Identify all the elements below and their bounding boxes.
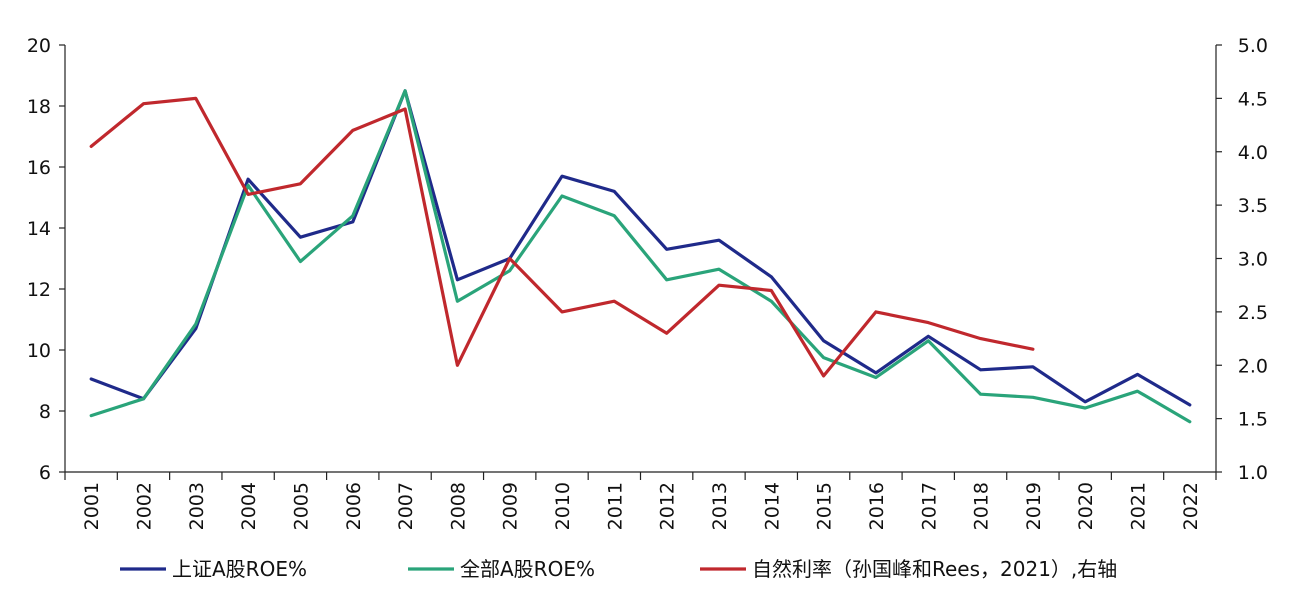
left-tick-label: 18 <box>27 96 51 118</box>
right-tick-label: 5.0 <box>1238 35 1268 57</box>
right-tick-label: 3.5 <box>1238 195 1268 217</box>
x-tick-label: 2016 <box>866 482 888 530</box>
legend: 上证A股ROE% 全部A股ROE% 自然利率（孙国峰和Rees，2021）,右轴 <box>120 557 1117 581</box>
x-tick-label: 2011 <box>604 482 626 530</box>
x-tick-label: 2021 <box>1128 482 1150 530</box>
right-tick-label: 4.0 <box>1238 142 1268 164</box>
x-tick-label: 2022 <box>1180 482 1202 530</box>
x-tick-label: 2001 <box>81 482 103 530</box>
x-tick-label: 2009 <box>500 482 522 530</box>
left-tick-label: 12 <box>27 279 51 301</box>
x-tick-label: 2012 <box>657 482 679 530</box>
legend-label: 自然利率（孙国峰和Rees，2021）,右轴 <box>752 557 1117 581</box>
series-line-3 <box>89 96 1035 378</box>
x-tick-label: 2019 <box>1023 482 1045 530</box>
x-tick-label: 2015 <box>814 482 836 530</box>
x-tick-label: 2007 <box>395 482 417 530</box>
series-line-1 <box>89 89 1192 407</box>
x-tick-label: 2008 <box>447 482 469 530</box>
right-tick-label: 1.0 <box>1238 462 1268 484</box>
axes: 6 8 10 12 14 16 18 20 1.0 1.5 2.0 2.5 3.0 3.5 4.0 4.5 5.… <box>27 35 1268 530</box>
right-tick-label: 2.0 <box>1238 355 1268 377</box>
x-tick-label: 2010 <box>552 482 574 530</box>
legend-label: 上证A股ROE% <box>172 557 307 581</box>
left-tick-label: 14 <box>27 218 51 240</box>
x-tick-label: 2005 <box>290 482 312 530</box>
left-tick-label: 16 <box>27 157 51 179</box>
right-tick-label: 2.5 <box>1238 302 1268 324</box>
left-tick-label: 6 <box>39 462 51 484</box>
x-tick-label: 2014 <box>761 482 783 530</box>
x-tick-label: 2004 <box>238 482 260 530</box>
right-tick-label: 4.5 <box>1238 88 1268 110</box>
x-tick-label: 2002 <box>133 482 155 530</box>
left-tick-label: 10 <box>27 340 51 362</box>
x-tick-label: 2020 <box>1075 482 1097 530</box>
x-tick-label: 2018 <box>971 482 993 530</box>
x-tick-label: 2013 <box>709 482 731 530</box>
x-tick-label: 2017 <box>918 482 940 530</box>
series-lines <box>89 89 1192 424</box>
series-line-2 <box>89 89 1192 424</box>
right-tick-label: 1.5 <box>1238 409 1268 431</box>
x-tick-label: 2003 <box>186 482 208 530</box>
left-tick-label: 20 <box>27 35 51 57</box>
right-tick-label: 3.0 <box>1238 249 1268 271</box>
left-tick-label: 8 <box>39 401 51 423</box>
x-tick-label: 2006 <box>343 482 365 530</box>
legend-label: 全部A股ROE% <box>460 557 595 581</box>
